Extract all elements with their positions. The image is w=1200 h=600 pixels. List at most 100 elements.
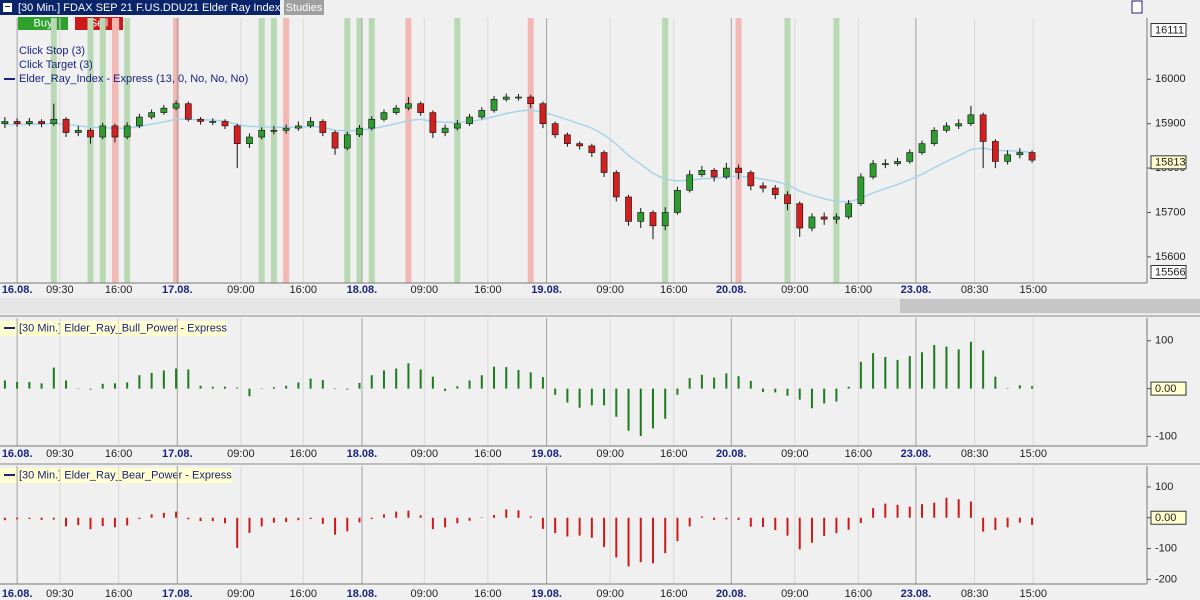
candle-body [698, 170, 706, 176]
bar [407, 510, 410, 518]
bar [786, 388, 789, 396]
bar [664, 388, 667, 419]
candle-body [551, 123, 559, 136]
scroll-thumb[interactable] [900, 299, 1200, 313]
y-tick-label: 100 [1155, 335, 1173, 347]
bar [126, 517, 129, 526]
bar [382, 370, 385, 389]
candle-body [637, 212, 645, 222]
x-tick-label: 19.08. [531, 284, 562, 296]
menu-icon[interactable] [3, 3, 12, 12]
last-price-label-box [1150, 155, 1187, 170]
x-tick-label: 16:00 [289, 284, 317, 296]
bar [16, 517, 19, 520]
bar [541, 377, 544, 389]
x-tick-label: 16:00 [105, 284, 133, 296]
bar [835, 388, 838, 402]
bar [969, 341, 972, 389]
bar [1031, 517, 1034, 525]
bar [493, 514, 496, 518]
bar [982, 517, 985, 532]
x-tick-label: 23.08. [901, 284, 932, 296]
bar [945, 497, 948, 518]
candle-body [747, 172, 755, 187]
bar [982, 350, 985, 389]
sell-button[interactable] [75, 17, 123, 30]
signal-band [283, 18, 290, 283]
bar [101, 517, 104, 527]
bar [578, 517, 581, 536]
chart-title: [30 Min.] FDAX SEP 21 [18, 2, 133, 14]
signal-band [111, 18, 118, 283]
candle-body [368, 118, 376, 129]
panel-title[interactable]: [30 Min.] Elder_Ray_Bull_Power - Express [19, 322, 227, 334]
x-tick-label: 09:00 [596, 448, 624, 460]
bar [921, 352, 924, 389]
bar [309, 378, 312, 389]
bar [297, 517, 300, 521]
signal-band [270, 18, 277, 283]
last-price-label: 15813 [1155, 157, 1186, 169]
window-icon[interactable] [1131, 0, 1143, 14]
legend-label[interactable]: Elder_Ray_Index - Express (13, 0, No, No… [19, 73, 248, 85]
studies-button[interactable] [284, 0, 324, 15]
bar [835, 517, 838, 534]
candle-body [282, 127, 290, 131]
bar [89, 388, 92, 390]
bar [431, 376, 434, 389]
x-tick-label: 15:00 [1020, 284, 1048, 296]
bar [933, 345, 936, 389]
candle-body [576, 143, 583, 147]
bar [52, 517, 55, 520]
candle-body [209, 121, 217, 123]
bar [382, 514, 385, 518]
annotation: Click Stop (3) [19, 45, 85, 57]
x-tick-label: 09:00 [411, 448, 439, 460]
bar [138, 517, 141, 519]
candle-body [62, 118, 70, 133]
bar [908, 506, 911, 518]
x-tick-label: 20.08. [716, 284, 747, 296]
y-tick-label: -100 [1155, 430, 1177, 442]
bar [676, 388, 679, 395]
x-tick-label: 15:00 [1020, 448, 1048, 460]
x-tick-label: 16:00 [289, 448, 317, 460]
bar [223, 386, 226, 389]
bar [627, 388, 630, 431]
bar [725, 517, 728, 520]
instrument: F.US.DDU21 Elder Ray Index [136, 2, 281, 14]
signal-band [368, 18, 375, 283]
x-tick-label: 18.08. [347, 284, 378, 296]
candle-body [564, 134, 571, 144]
candle-body [894, 161, 901, 164]
candle-body [197, 118, 204, 122]
bar [101, 383, 104, 389]
candle-body [246, 136, 253, 144]
signal-band [173, 18, 180, 283]
bar [248, 517, 251, 533]
bar [700, 516, 703, 518]
bar [749, 380, 752, 389]
bar [554, 517, 557, 534]
signal-band [735, 18, 742, 283]
annotation: Click Target (3) [19, 59, 93, 71]
candle-body [918, 143, 926, 153]
bar [260, 388, 263, 390]
bar [236, 387, 239, 389]
bar [590, 388, 593, 406]
candle-body [1004, 154, 1011, 162]
x-tick-label: 16:00 [474, 284, 502, 296]
candle-body [686, 174, 694, 191]
signal-band [344, 18, 351, 283]
candle-body [979, 114, 987, 142]
y-limit-label-box [1150, 265, 1187, 279]
bar [65, 380, 68, 389]
bar [774, 517, 777, 531]
panel-title[interactable]: [30 Min.] Elder_Ray_Bear_Power - Express [19, 469, 232, 481]
signal-band [99, 18, 106, 283]
bar [199, 517, 202, 522]
x-tick-label: 20.08. [716, 448, 747, 460]
candle-body [50, 118, 58, 124]
